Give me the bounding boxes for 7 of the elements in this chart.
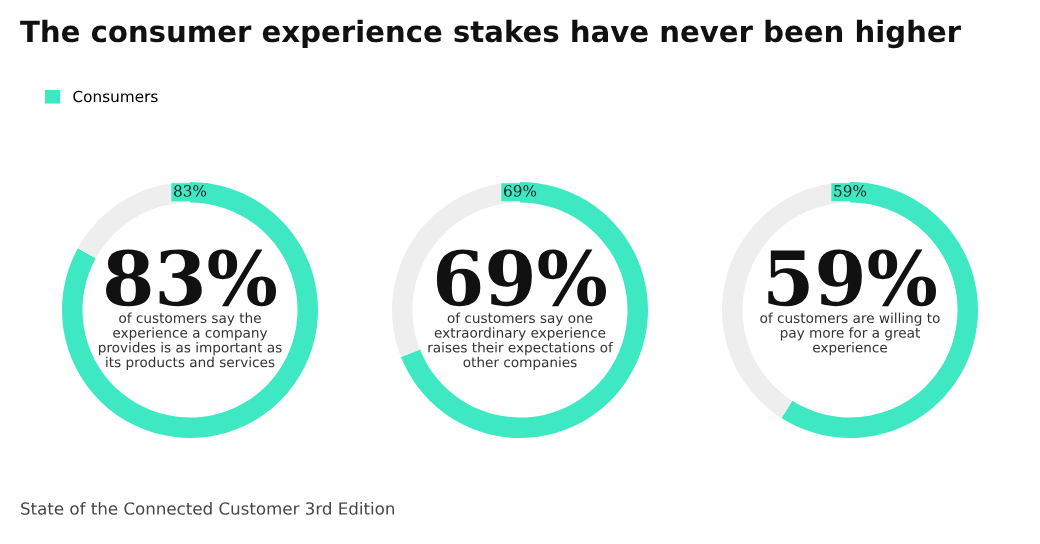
text: State of the Connected Customer 3rd Edition xyxy=(21,501,395,515)
donut-slice xyxy=(400,182,648,438)
text: 59% xyxy=(768,249,936,307)
text: The consumer experience stakes have never been higher xyxy=(20,19,961,49)
donut-slice xyxy=(62,182,318,438)
text: 69% xyxy=(436,249,606,307)
text: 83% xyxy=(106,249,276,307)
